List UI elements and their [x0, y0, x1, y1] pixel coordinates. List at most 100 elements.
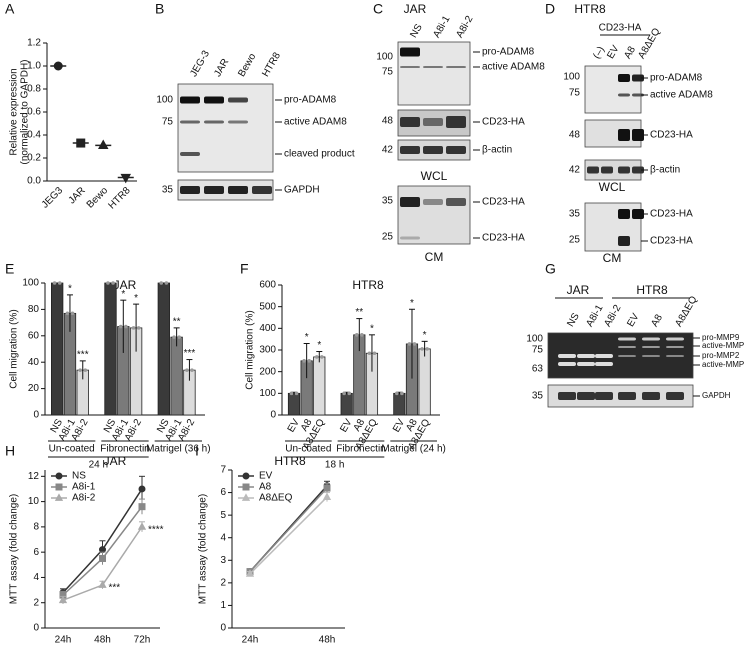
legend-label: A8ΔEQ — [259, 493, 293, 504]
band — [618, 337, 636, 341]
mw-marker: 100 — [526, 334, 543, 345]
data-point — [372, 351, 377, 356]
y-tick-label: 2 — [220, 577, 226, 588]
y-tick-label: 80 — [28, 304, 40, 315]
band — [228, 120, 248, 124]
y-tick-label: 2 — [33, 597, 39, 608]
band — [228, 97, 248, 103]
data-point — [164, 281, 169, 285]
legend-label: A8 — [259, 482, 272, 493]
y-tick-label: 0.8 — [27, 84, 41, 95]
band — [558, 354, 576, 358]
data-point — [360, 333, 364, 337]
legend-label: A8i-2 — [72, 493, 96, 504]
band — [642, 392, 660, 400]
line — [249, 496, 328, 575]
fraction-label: CM — [425, 250, 444, 264]
panel-label: I — [195, 443, 199, 459]
band — [204, 96, 224, 104]
mw-marker: 35 — [382, 196, 394, 207]
y-tick-label: 6 — [220, 487, 226, 498]
y-tick-label: 1.2 — [27, 38, 41, 49]
data-point — [320, 355, 324, 359]
data-point — [70, 311, 75, 316]
panel-label: C — [373, 1, 383, 17]
data-point — [294, 391, 299, 396]
fraction-label: WCL — [599, 180, 626, 194]
band-label: active-MMP9 — [702, 341, 744, 350]
band — [601, 166, 613, 174]
band — [446, 198, 466, 206]
data-point — [354, 333, 359, 337]
significance: *** — [109, 583, 121, 594]
significance: ** — [173, 317, 181, 328]
mw-marker: 75 — [569, 88, 581, 99]
panel-label: A — [5, 1, 15, 17]
x-tick-label: HTR8 — [106, 185, 133, 212]
data-point — [177, 335, 181, 339]
chart-title: JAR — [104, 454, 127, 468]
x-tick-label: A8 — [352, 417, 368, 433]
y-tick-label: 3 — [220, 555, 226, 566]
marker — [241, 493, 251, 501]
y-axis-label: MTT assay (fold change) — [198, 494, 209, 604]
band — [618, 93, 630, 97]
mw-marker: 100 — [156, 95, 173, 106]
bar — [340, 392, 353, 416]
data-point — [52, 281, 57, 285]
data-point — [395, 391, 399, 396]
data-point — [83, 368, 88, 372]
data-point — [185, 368, 189, 372]
y-tick-label: 5 — [220, 510, 226, 521]
y-tick-label: 0.4 — [27, 130, 41, 141]
chart-title: JAR — [114, 278, 137, 292]
band — [446, 146, 466, 154]
lane-label: A8i-2 — [454, 14, 475, 40]
group-label: Matrigel (24 h) — [381, 444, 445, 455]
y-tick-label: 0 — [270, 410, 276, 421]
band — [558, 392, 576, 400]
data-point — [111, 281, 115, 285]
group-label: Un-coated — [49, 444, 95, 455]
y-tick-label: 0.6 — [27, 107, 41, 118]
band — [618, 209, 630, 219]
lane-label: EV — [605, 43, 621, 60]
data-point — [78, 368, 82, 372]
band — [423, 199, 443, 205]
bar — [157, 282, 170, 416]
band — [204, 186, 224, 194]
band-label: CD23-HA — [482, 233, 525, 244]
marker — [322, 492, 332, 500]
lane-label: JEG-3 — [188, 48, 212, 78]
marker — [242, 472, 250, 480]
bar — [313, 356, 326, 416]
marker — [245, 569, 255, 577]
marker — [137, 522, 147, 530]
band — [587, 166, 599, 174]
lane-group: JAR — [567, 283, 590, 297]
group-label: Fibronectin — [100, 444, 149, 455]
mw-marker: 35 — [532, 391, 544, 402]
line — [249, 487, 328, 573]
y-tick-label: 0.0 — [27, 176, 41, 187]
band — [180, 96, 200, 104]
band — [642, 355, 660, 357]
data-point — [124, 324, 128, 329]
lane-label: EV — [625, 311, 641, 328]
y-tick-label: 0 — [33, 410, 39, 421]
band — [666, 337, 684, 341]
band — [400, 47, 420, 57]
panel-label: E — [5, 261, 14, 277]
lane-label: NS — [408, 22, 425, 40]
group-label: Fibronectin — [336, 444, 385, 455]
y-tick-label: 12 — [28, 471, 40, 482]
y-tick-label: 10 — [28, 496, 40, 507]
band — [577, 354, 595, 358]
band — [632, 166, 644, 174]
time-label: 24 h — [89, 460, 108, 471]
blot-title: JAR — [404, 2, 427, 16]
panel-label: F — [240, 261, 249, 277]
band — [400, 236, 420, 240]
significance: * — [121, 289, 125, 300]
